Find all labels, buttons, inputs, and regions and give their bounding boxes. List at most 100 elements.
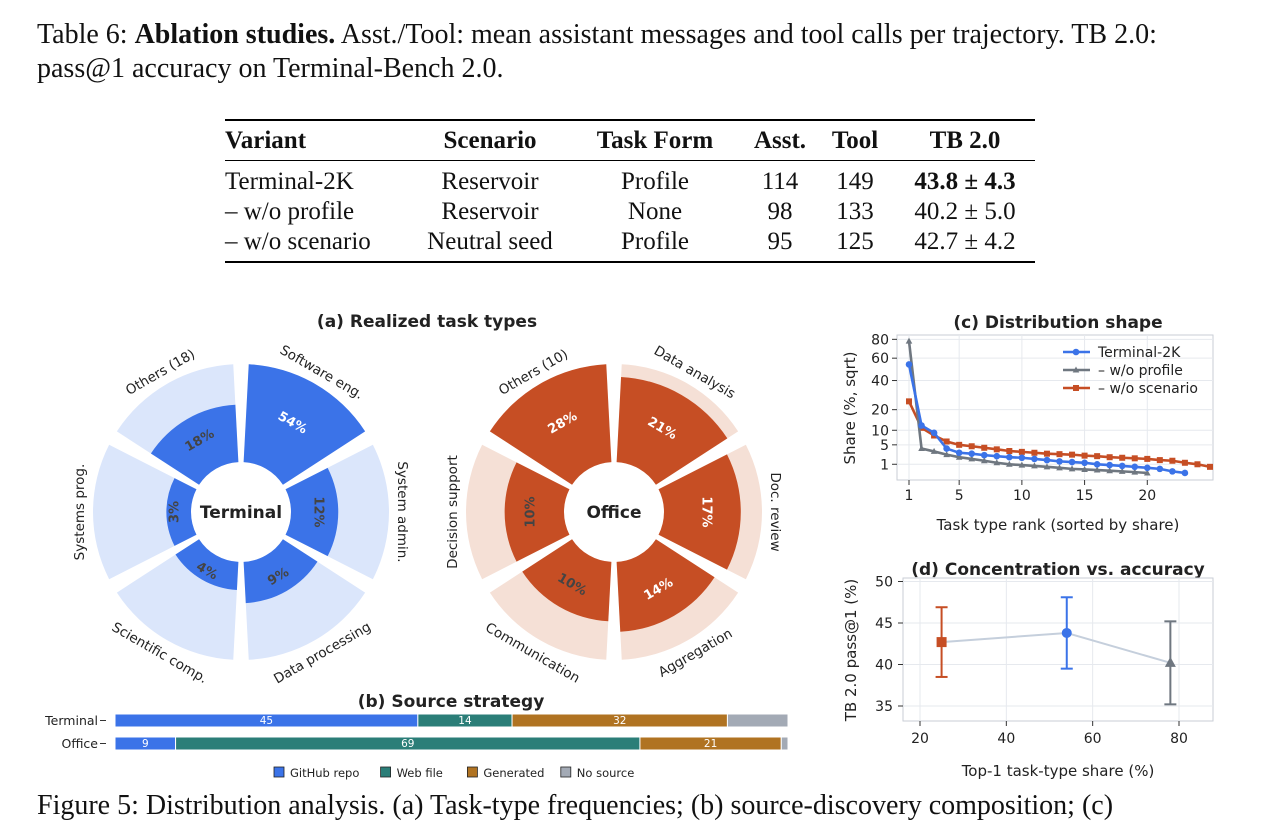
y-tick-label: 1 <box>880 457 889 473</box>
x-tick-label: 40 <box>997 731 1015 747</box>
slice-decision-support <box>504 462 570 562</box>
slice-name-label: Doc. review <box>767 472 783 551</box>
series-point <box>943 445 950 452</box>
header-variant: Variant <box>225 127 307 154</box>
series-point <box>1006 460 1013 467</box>
bar-value-label: 45 <box>260 715 273 727</box>
series-point <box>1169 468 1176 475</box>
series-point <box>1068 458 1076 466</box>
table-caption: Table 6: Ablation studies. Asst./Tool: m… <box>37 18 1237 86</box>
bar-segment-no-source <box>780 736 789 751</box>
series-point <box>1031 462 1038 469</box>
series-point <box>1018 448 1025 455</box>
slice-name-label: Systems prog. <box>72 464 88 561</box>
table-row: – w/o scenario Neutral seed Profile 95 1… <box>225 227 1035 262</box>
series-point <box>993 452 1001 460</box>
legend-swatch <box>560 766 572 778</box>
series-point <box>1056 451 1063 458</box>
y-tick-label: 45 <box>875 616 893 632</box>
legend-swatch <box>380 766 392 778</box>
legend-label: Generated <box>483 766 544 780</box>
series-point <box>980 457 988 464</box>
slice-data-analysis <box>616 377 728 485</box>
legend-label: GitHub repo <box>290 766 359 780</box>
series-point <box>1068 465 1076 472</box>
cell-tool: 149 <box>836 168 874 195</box>
bar-value-label: 69 <box>401 738 414 750</box>
series-point <box>1118 467 1126 474</box>
series-point <box>1169 457 1176 464</box>
cell-tool: 133 <box>836 198 874 225</box>
header-tb: TB 2.0 <box>929 127 1001 154</box>
series-point <box>1069 451 1076 458</box>
legend-swatch <box>466 766 478 778</box>
series-point <box>1094 453 1101 460</box>
cell-variant: – w/o scenario <box>225 228 371 255</box>
series-point <box>1156 457 1163 464</box>
cell-tb: 40.2 ± 5.0 <box>914 198 1016 225</box>
series-point <box>968 455 976 462</box>
series-point <box>993 446 1000 453</box>
series-point <box>1194 461 1201 468</box>
bar-category-label: Office <box>62 736 99 751</box>
series-point <box>930 447 938 454</box>
series-point <box>1106 454 1113 461</box>
y-tick-label: 60 <box>871 351 889 367</box>
cell-scenario: Reservoir <box>441 168 539 195</box>
cell-scenario: Neutral seed <box>427 228 553 255</box>
series-point <box>943 438 950 445</box>
series-point <box>1006 453 1013 461</box>
panel-d-title: (d) Concentration vs. accuracy <box>911 560 1205 580</box>
series-point <box>968 443 975 450</box>
cell-task-form: None <box>627 198 683 225</box>
series-point <box>1106 461 1113 469</box>
slice-communication <box>522 539 612 622</box>
series-point <box>1018 461 1026 468</box>
header-scenario: Scenario <box>443 127 537 154</box>
series-point <box>1081 465 1088 472</box>
slice-aggregation <box>616 539 715 632</box>
cell-scenario: Reservoir <box>441 198 539 225</box>
series-point <box>1181 469 1189 477</box>
figure-caption: Figure 5: Distribution analysis. (a) Tas… <box>37 790 1114 821</box>
donut-terminal: 54%Software eng.12% System admin.9%Data p… <box>72 342 410 687</box>
series-point <box>981 444 988 451</box>
bar-segment-no-source <box>726 713 789 728</box>
x-tick-label: 5 <box>955 488 964 504</box>
slice-bg <box>93 444 197 580</box>
bar-category-label: Terminal <box>44 713 98 728</box>
x-tick-label: 10 <box>1013 488 1031 504</box>
series-point <box>1018 454 1026 462</box>
cell-task-form: Profile <box>620 228 690 255</box>
slice-systems-prog- <box>166 478 197 546</box>
panel-c-title: (c) Distribution shape <box>953 313 1162 333</box>
figure-5: (a) Realized task types 54%Software eng.1… <box>44 312 1214 780</box>
series-point <box>905 337 913 344</box>
header-asst: Asst. <box>753 127 807 154</box>
panel-a-title: (a) Realized task types <box>317 312 537 332</box>
x-tick-label: 1 <box>905 488 914 504</box>
slice-software-eng- <box>243 364 366 485</box>
series-point <box>1156 465 1164 473</box>
y-tick-label: 40 <box>871 374 889 390</box>
pct-label: 12% <box>311 496 326 527</box>
legend-label: Web file <box>397 766 443 780</box>
legend-label: – w/o scenario <box>1098 381 1198 397</box>
y-axis-label: Share (%, sqrt) <box>841 352 859 465</box>
x-tick-label: 20 <box>1138 488 1156 504</box>
series-point <box>1043 456 1051 464</box>
series-point <box>968 450 976 457</box>
legend-marker <box>1073 385 1079 391</box>
series-point <box>955 453 963 460</box>
series-point <box>918 422 925 429</box>
x-tick-label: 20 <box>911 731 929 747</box>
series-point <box>906 398 912 405</box>
legend-marker <box>1072 366 1080 373</box>
series-point <box>1093 460 1101 468</box>
x-tick-label: 80 <box>1170 731 1188 747</box>
cell-variant: – w/o profile <box>225 198 355 225</box>
table-row: Terminal-2K Reservoir Profile 114 149 43… <box>225 161 1035 198</box>
series-point <box>1056 458 1063 465</box>
pct-label: 10% <box>523 496 538 527</box>
